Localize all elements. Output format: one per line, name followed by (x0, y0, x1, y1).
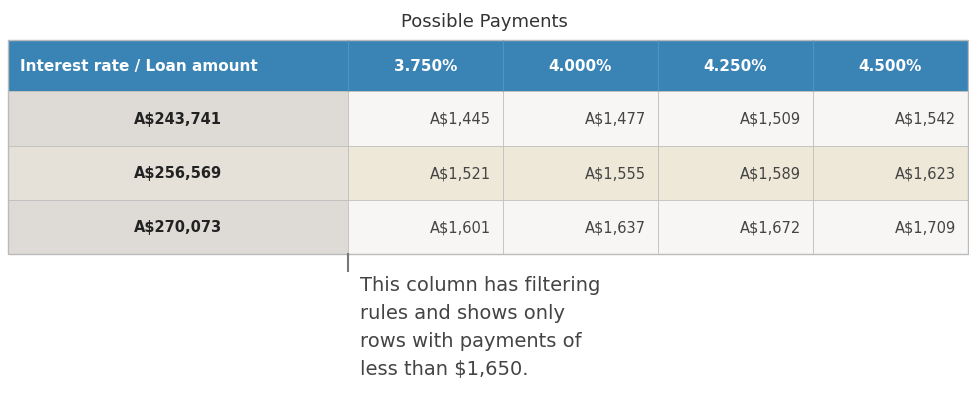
Bar (348, 41, 503, 92)
Bar (8, 200, 348, 254)
Bar (503, 146, 658, 200)
Text: 4.500%: 4.500% (859, 59, 922, 74)
Text: 4.000%: 4.000% (548, 59, 612, 74)
Text: A$1,672: A$1,672 (739, 220, 801, 234)
Text: This column has filtering
rules and shows only
rows with payments of
less than $: This column has filtering rules and show… (360, 276, 601, 378)
Bar (658, 41, 813, 92)
Bar (658, 92, 813, 146)
Text: Possible Payments: Possible Payments (401, 13, 568, 30)
Bar (658, 200, 813, 254)
Bar (503, 92, 658, 146)
Bar (813, 41, 968, 92)
Text: 3.750%: 3.750% (393, 59, 457, 74)
Text: A$1,709: A$1,709 (894, 220, 956, 234)
Bar (8, 41, 968, 254)
Text: A$256,569: A$256,569 (134, 166, 222, 181)
Bar (8, 41, 348, 92)
Text: A$1,445: A$1,445 (430, 112, 491, 127)
Text: A$1,637: A$1,637 (585, 220, 646, 234)
Bar (658, 146, 813, 200)
Text: A$1,623: A$1,623 (895, 166, 956, 181)
Text: A$1,509: A$1,509 (740, 112, 801, 127)
Text: Interest rate / Loan amount: Interest rate / Loan amount (20, 59, 258, 74)
Text: A$270,073: A$270,073 (134, 220, 222, 234)
Text: A$243,741: A$243,741 (134, 112, 222, 127)
Text: 4.250%: 4.250% (703, 59, 767, 74)
Bar (348, 200, 503, 254)
Bar (503, 200, 658, 254)
Text: A$1,601: A$1,601 (430, 220, 491, 234)
Text: A$1,589: A$1,589 (740, 166, 801, 181)
Bar (813, 146, 968, 200)
Bar (813, 92, 968, 146)
Text: A$1,542: A$1,542 (895, 112, 956, 127)
Bar (348, 92, 503, 146)
Bar (8, 92, 348, 146)
Text: A$1,521: A$1,521 (430, 166, 491, 181)
Bar (503, 41, 658, 92)
Bar (813, 200, 968, 254)
Bar (8, 146, 348, 200)
Text: A$1,477: A$1,477 (584, 112, 646, 127)
Text: A$1,555: A$1,555 (585, 166, 646, 181)
Bar (348, 146, 503, 200)
